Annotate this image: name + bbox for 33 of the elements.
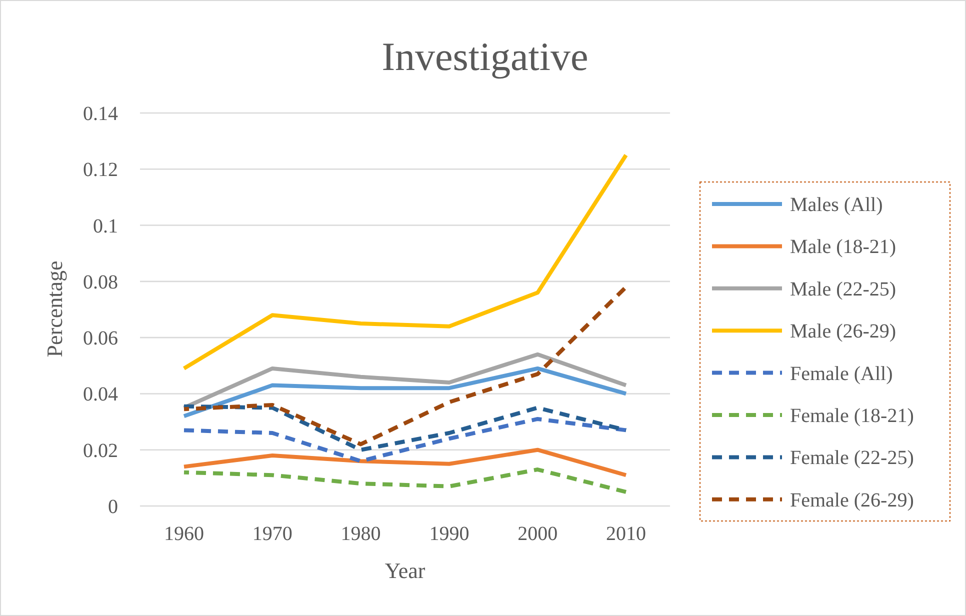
y-tick-label: 0.12 <box>83 159 118 182</box>
line-series <box>182 285 628 446</box>
x-axis-title: Year <box>384 558 426 583</box>
y-tick-label: 0 <box>108 496 118 518</box>
y-tick-label: 0.08 <box>83 271 118 294</box>
chart-title: Investigative <box>382 34 588 79</box>
line-series <box>182 404 628 452</box>
legend-label: Males (All) <box>790 194 883 216</box>
x-tick-label: 1990 <box>429 523 470 545</box>
y-tick-label: 0.04 <box>83 384 118 406</box>
line-series <box>182 468 628 494</box>
legend-label: Female (All) <box>790 362 893 385</box>
legend-label: Male (26-29) <box>790 320 896 343</box>
y-tick-label: 0.1 <box>93 215 118 238</box>
legend-label: Female (18-21) <box>790 405 914 427</box>
line-series <box>182 448 628 478</box>
x-tick-label: 2010 <box>606 523 646 545</box>
line-series <box>182 153 628 370</box>
line-series <box>182 366 628 418</box>
x-tick-label: 2000 <box>518 523 558 545</box>
legend-label: Male (22-25) <box>790 278 896 300</box>
y-tick-label: 0.02 <box>83 440 118 462</box>
y-tick-label: 0.14 <box>83 103 118 125</box>
y-axis-title: Percentage <box>42 260 67 358</box>
legend-label: Male (18-21) <box>790 236 896 258</box>
x-tick-label: 1980 <box>340 523 381 545</box>
x-tick-label: 1970 <box>252 523 292 545</box>
x-tick-label: 1960 <box>164 523 204 545</box>
legend-label: Female (22-25) <box>790 447 914 470</box>
line-series <box>182 352 628 410</box>
y-tick-label: 0.06 <box>83 328 118 350</box>
legend-label: Female (26-29) <box>790 489 914 512</box>
line-series <box>182 416 628 464</box>
